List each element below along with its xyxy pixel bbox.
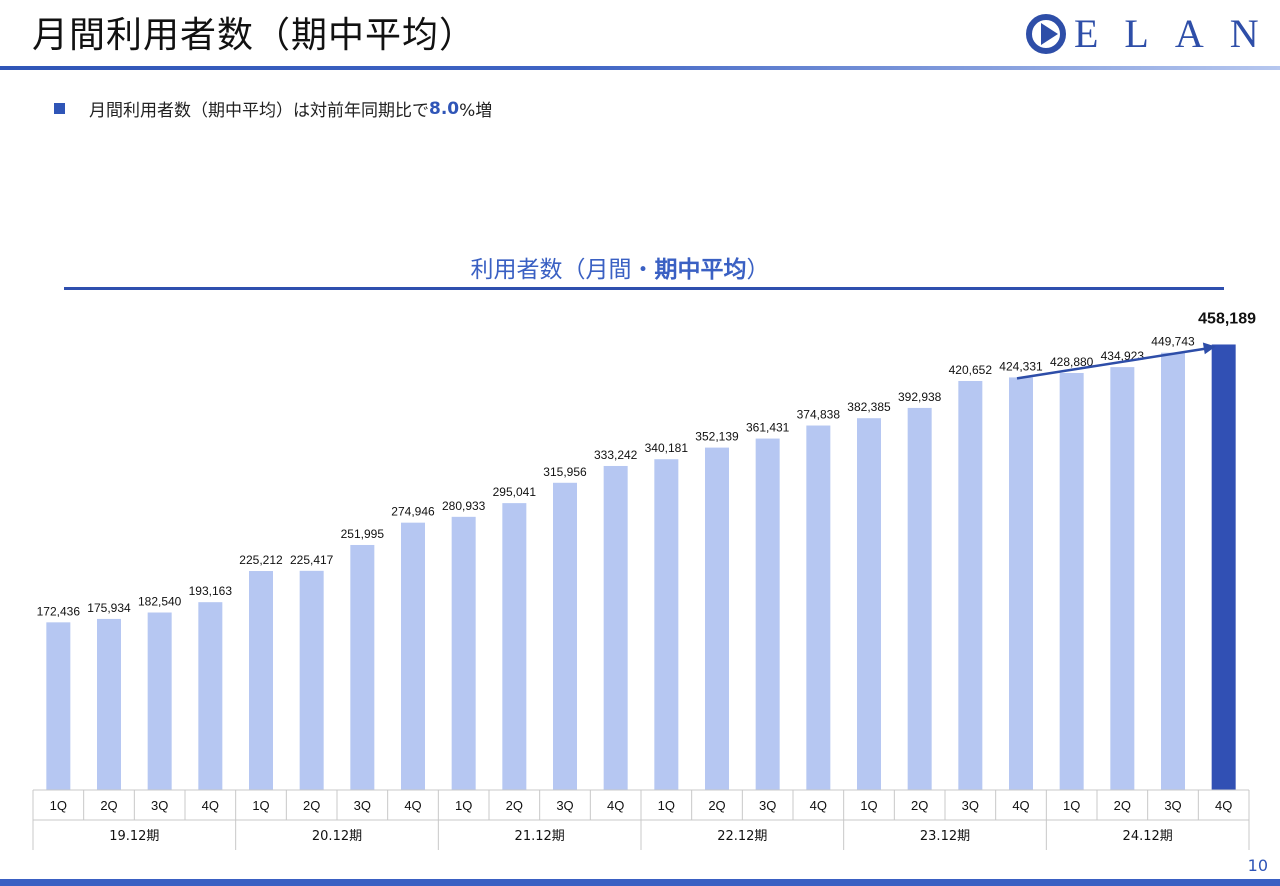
bar-value-label: 315,956 [543,465,587,479]
chart-title: 利用者数（月間・期中平均） [0,250,1240,284]
x-tick-label: 1Q [50,798,67,813]
bar [249,571,273,790]
bar [958,380,983,790]
bar-value-label: 175,934 [87,601,131,615]
bar-value-label: 428,880 [1050,355,1094,369]
x-tick-label: 2Q [911,798,928,813]
summary-text-pre: 月間利用者数（期中平均）は対前年同期比で [89,101,429,121]
bar [299,570,324,790]
x-tick-label: 1Q [252,798,269,813]
bar-value-label: 193,163 [189,584,233,598]
x-tick-label: 3Q [962,798,979,813]
period-label: 19.12期 [109,829,159,844]
bar-value-label: 374,838 [797,408,841,422]
bar-value-label: 382,385 [847,400,891,414]
footer-bar [0,879,1280,886]
bar-value-label: 225,212 [239,553,283,567]
logo-text: ELAN [1074,11,1280,56]
chart-title-rule [64,287,1224,290]
bar [755,438,780,790]
bar-value-label: 340,181 [645,441,689,455]
bar-value-label: 449,743 [1151,335,1195,349]
summary-bullet: 月間利用者数（期中平均）は対前年同期比で 8.0 %増 [54,96,492,121]
chart-title-close: ） [746,257,770,283]
bar-value-label: 280,933 [442,499,486,513]
trend-arrow-line [1016,346,1210,380]
bar-value-label: 333,242 [594,448,638,462]
page-title: 月間利用者数（期中平均） [32,15,477,56]
bar [451,516,476,790]
period-label: 23.12期 [920,829,970,844]
x-tick-label: 4Q [1012,798,1029,813]
bar-value-label: 182,540 [138,595,182,609]
bar [705,447,729,790]
bar [907,407,932,790]
bar [603,465,628,790]
bar-value-label: 361,431 [746,421,790,435]
bar [147,612,172,790]
chart-title-bold: 期中平均 [654,257,747,283]
x-tick-label: 4Q [607,798,624,813]
bar [857,418,881,790]
x-tick-label: 2Q [100,798,117,813]
bar [806,425,831,790]
bar-value-label: 352,139 [695,430,739,444]
play-circle-icon [1026,14,1066,54]
x-tick-label: 4Q [1215,798,1232,813]
bar [401,522,425,790]
x-tick-label: 2Q [506,798,523,813]
chart-title-normal: 利用者数（月間・ [470,257,655,283]
bar [1161,352,1185,790]
bar-value-label: 295,041 [493,485,537,499]
bar-value-label: 458,189 [1198,310,1256,327]
bar [46,622,71,790]
x-tick-label: 3Q [151,798,168,813]
bar-value-label: 172,436 [37,604,81,618]
summary-text-post: %増 [459,101,493,121]
bar [1009,377,1033,790]
x-tick-label: 3Q [759,798,776,813]
bar-value-label: 251,995 [341,527,385,541]
bar [654,459,679,790]
bar [350,544,375,790]
bar-value-label: 424,331 [999,359,1043,373]
x-tick-label: 4Q [810,798,827,813]
x-tick-label: 2Q [303,798,320,813]
bar [553,482,577,790]
x-tick-label: 1Q [455,798,472,813]
user-count-bar-chart: 172,436 175,934 182,540 193,163 225,212 225,4… [32,310,1256,850]
bar-value-label: 392,938 [898,390,942,404]
x-tick-label: 3Q [1164,798,1181,813]
summary-growth-value: 8.0 [429,98,460,119]
period-label: 20.12期 [312,829,362,844]
bar [97,618,121,790]
bar-value-label: 420,652 [949,363,993,377]
x-tick-label: 1Q [860,798,877,813]
period-label: 22.12期 [717,829,767,844]
x-tick-label: 2Q [1114,798,1131,813]
bar [1059,372,1084,790]
period-label: 24.12期 [1123,829,1173,844]
x-tick-label: 1Q [658,798,675,813]
x-tick-label: 3Q [556,798,573,813]
x-tick-label: 3Q [354,798,371,813]
bar [1211,344,1236,790]
bar [198,602,223,790]
bar [1110,367,1135,790]
trend-arrow-head [1202,342,1216,355]
title-divider [0,66,1280,70]
page-number: 10 [1247,856,1268,875]
x-tick-label: 4Q [404,798,421,813]
bar-value-label: 225,417 [290,553,334,567]
x-tick-label: 2Q [708,798,725,813]
x-tick-label: 4Q [202,798,219,813]
bar-value-label: 274,946 [391,505,435,519]
bullet-square-icon [54,103,65,114]
elan-logo: ELAN [1026,14,1280,54]
x-tick-label: 1Q [1063,798,1080,813]
period-label: 21.12期 [515,829,565,844]
bar [502,503,527,790]
